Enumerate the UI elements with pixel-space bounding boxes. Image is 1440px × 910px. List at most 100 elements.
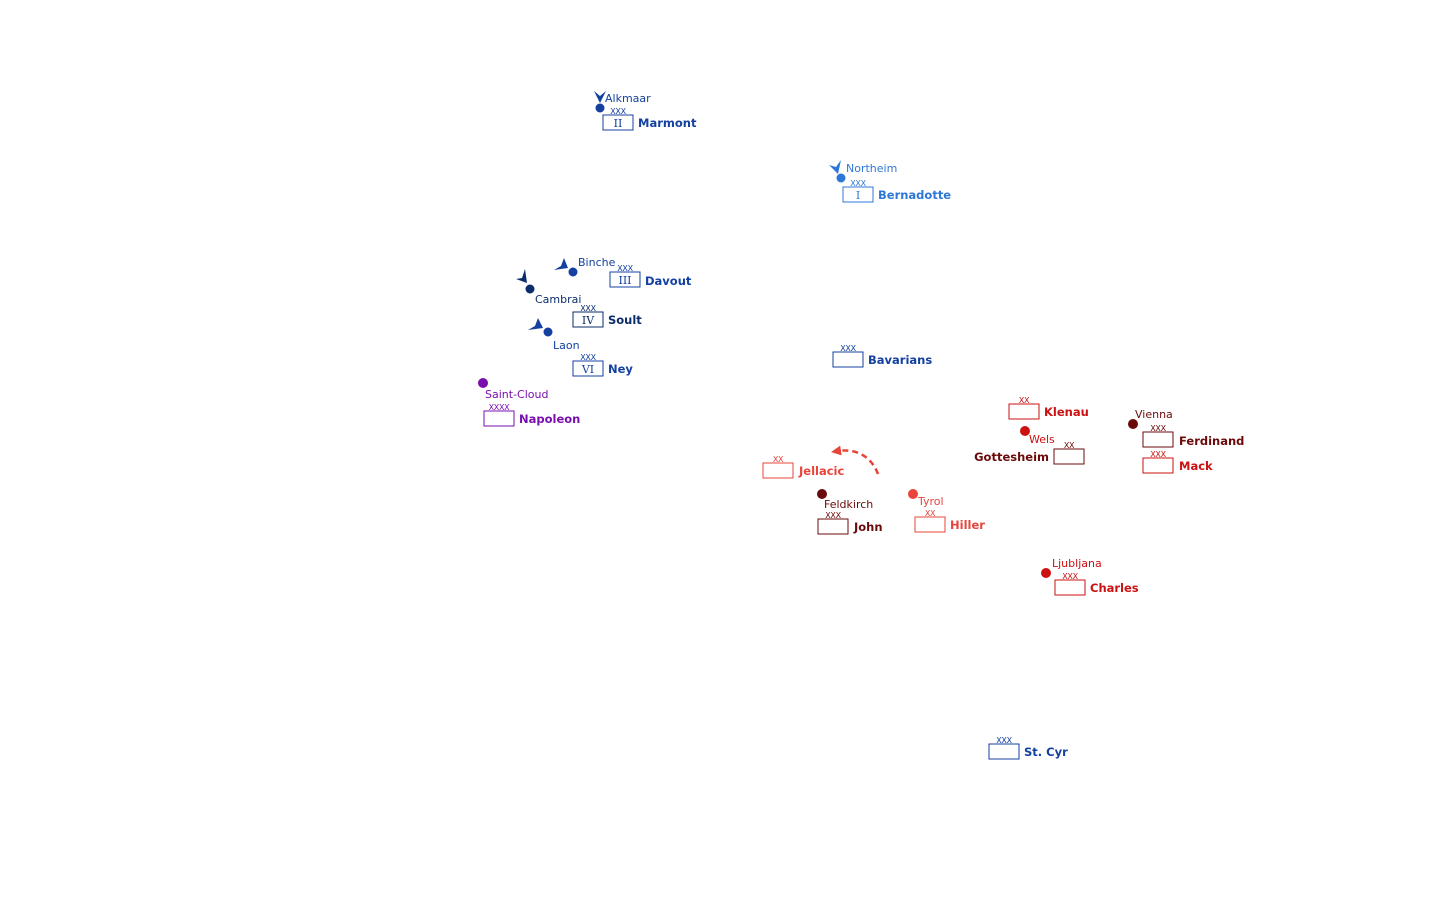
unit-hiller[interactable]: XX Hiller xyxy=(914,509,985,533)
place-binche[interactable]: Binche xyxy=(554,256,616,277)
place-marker xyxy=(1020,426,1030,436)
commander-name: Ney xyxy=(608,362,633,376)
commander-name: Soult xyxy=(608,313,642,327)
place-saint-cloud[interactable]: Saint-Cloud xyxy=(478,378,548,401)
place-laon[interactable]: Laon xyxy=(528,318,580,352)
corps-number: III xyxy=(618,274,631,287)
unit-soult[interactable]: XXX IV Soult xyxy=(572,304,642,328)
place-label: Cambrai xyxy=(535,293,581,306)
echelon-label: XXX xyxy=(580,304,596,313)
unit-davout[interactable]: XXX III Davout xyxy=(609,264,692,288)
place-marker xyxy=(817,489,827,499)
echelon-label: XX xyxy=(1064,441,1075,450)
place-vienna[interactable]: Vienna xyxy=(1128,408,1173,429)
corps-number: VI xyxy=(581,363,594,376)
unit-symbol xyxy=(817,518,849,535)
unit-ferdinand[interactable]: XXX Ferdinand xyxy=(1142,424,1244,448)
echelon-label: XXX xyxy=(825,511,841,520)
place-marker xyxy=(1041,568,1051,578)
unit-symbol xyxy=(572,311,604,328)
unit-bavarians[interactable]: XXX Bavarians xyxy=(832,344,932,368)
unit-bernadotte[interactable]: XXX I Bernadotte xyxy=(842,179,951,203)
unit-symbol xyxy=(914,516,946,533)
place-label: Vienna xyxy=(1135,408,1173,421)
place-feldkirch[interactable]: Feldkirch xyxy=(817,489,873,511)
unit-symbol xyxy=(602,114,634,131)
unit-symbol xyxy=(832,351,864,368)
commander-name: Davout xyxy=(645,274,692,288)
place-label: Tyrol xyxy=(917,495,944,508)
echelon-label: XXX xyxy=(1150,450,1166,459)
unit-john[interactable]: XXX John xyxy=(817,511,883,535)
unit-marmont[interactable]: XXX II Marmont xyxy=(602,107,697,131)
echelon-label: XX xyxy=(773,455,784,464)
place-cambrai[interactable]: Cambrai xyxy=(516,269,581,306)
unit-symbol xyxy=(1054,579,1086,596)
echelon-label: XXX xyxy=(996,736,1012,745)
place-marker xyxy=(525,284,535,294)
unit-symbol xyxy=(762,462,794,479)
unit-symbol xyxy=(1142,457,1174,474)
commander-name: St. Cyr xyxy=(1024,745,1068,759)
unit-ney[interactable]: XXX VI Ney xyxy=(572,353,633,377)
place-northeim[interactable]: Northeim xyxy=(829,160,897,183)
unit-jellacic[interactable]: XX Jellacic xyxy=(762,455,844,479)
march-arrow-icon xyxy=(528,318,543,330)
unit-symbol xyxy=(609,271,641,288)
unit-gottesheim[interactable]: XX Gottesheim xyxy=(974,441,1085,465)
march-arrow-icon xyxy=(829,160,841,174)
corps-number: IV xyxy=(582,314,595,327)
place-marker xyxy=(836,173,846,183)
commander-name: Hiller xyxy=(950,518,985,532)
place-marker xyxy=(908,489,918,499)
unit-napoleon[interactable]: XXXX Napoleon xyxy=(483,403,580,427)
echelon-label: XXX xyxy=(850,179,866,188)
unit-symbol xyxy=(842,186,874,203)
place-marker xyxy=(1128,419,1138,429)
echelon-label: XX xyxy=(1019,396,1030,405)
echelon-label: XX xyxy=(925,509,936,518)
place-marker xyxy=(595,103,605,113)
place-label: Alkmaar xyxy=(605,92,651,105)
unit-klenau[interactable]: XX Klenau xyxy=(1008,396,1089,420)
place-marker xyxy=(543,327,553,337)
echelon-label: XXX xyxy=(1150,424,1166,433)
commander-name: Gottesheim xyxy=(974,450,1049,464)
commander-name: Marmont xyxy=(638,116,697,130)
place-label: Feldkirch xyxy=(824,498,873,511)
commander-name: John xyxy=(853,520,883,534)
march-arrow-icon xyxy=(516,269,527,283)
place-wels[interactable]: Wels xyxy=(1020,426,1055,446)
unit-symbol xyxy=(1142,431,1174,448)
unit-symbol xyxy=(1053,448,1085,465)
unit-symbol xyxy=(1008,403,1040,420)
place-label: Saint-Cloud xyxy=(485,388,548,401)
place-tyrol[interactable]: Tyrol xyxy=(908,489,944,508)
unit-mack[interactable]: XXX Mack xyxy=(1142,450,1213,474)
unit-charles[interactable]: XXX Charles xyxy=(1054,572,1139,596)
place-label: Ljubljana xyxy=(1052,557,1102,570)
commander-name: Klenau xyxy=(1044,405,1089,419)
commander-name: Charles xyxy=(1090,581,1139,595)
commander-name: Jellacic xyxy=(798,464,844,478)
place-alkmaar[interactable]: Alkmaar xyxy=(594,91,651,113)
unit-symbol xyxy=(572,360,604,377)
commander-name: Bernadotte xyxy=(878,188,951,202)
place-marker xyxy=(568,267,578,277)
commander-name: Mack xyxy=(1179,459,1213,473)
march-arrow-icon xyxy=(554,258,568,270)
echelon-label: XXX xyxy=(1062,572,1078,581)
echelon-label: XXX xyxy=(580,353,596,362)
movement-arrow-icon xyxy=(831,445,880,475)
echelon-label: XXX xyxy=(610,107,626,116)
corps-number: II xyxy=(614,117,623,130)
unit-st-cyr[interactable]: XXX St. Cyr xyxy=(988,736,1068,760)
place-ljubljana[interactable]: Ljubljana xyxy=(1041,557,1102,578)
place-marker xyxy=(478,378,488,388)
unit-symbol xyxy=(483,410,515,427)
commander-name: Napoleon xyxy=(519,412,580,426)
corps-number: I xyxy=(856,189,860,202)
place-label: Wels xyxy=(1029,433,1055,446)
place-label: Binche xyxy=(578,256,616,269)
unit-symbol xyxy=(988,743,1020,760)
